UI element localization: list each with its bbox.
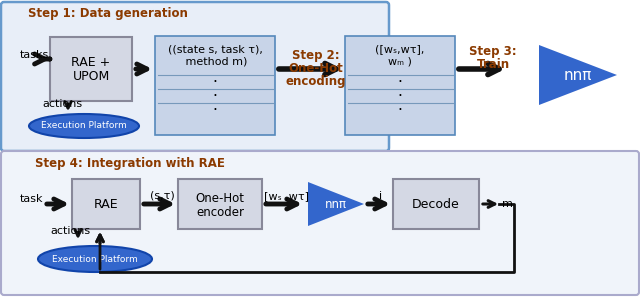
Text: .: . bbox=[397, 99, 403, 113]
FancyBboxPatch shape bbox=[345, 36, 455, 135]
Text: Step 2:: Step 2: bbox=[292, 48, 340, 61]
Polygon shape bbox=[308, 182, 364, 226]
Text: m: m bbox=[502, 199, 513, 209]
Text: ((state s, task τ),: ((state s, task τ), bbox=[168, 44, 262, 54]
Ellipse shape bbox=[38, 246, 152, 272]
Text: method m): method m) bbox=[182, 57, 248, 67]
Text: .: . bbox=[397, 85, 403, 99]
Text: One-Hot: One-Hot bbox=[289, 61, 344, 75]
Text: [wₛ ,wτ]: [wₛ ,wτ] bbox=[264, 191, 308, 201]
Text: RAE: RAE bbox=[93, 198, 118, 211]
Text: nnπ: nnπ bbox=[564, 67, 592, 83]
FancyBboxPatch shape bbox=[50, 37, 132, 101]
Text: .: . bbox=[212, 70, 218, 86]
FancyBboxPatch shape bbox=[1, 151, 639, 295]
FancyBboxPatch shape bbox=[72, 179, 140, 229]
Text: encoder: encoder bbox=[196, 206, 244, 219]
Text: actions: actions bbox=[42, 99, 82, 109]
FancyBboxPatch shape bbox=[178, 179, 262, 229]
Text: nnπ: nnπ bbox=[325, 198, 347, 211]
Ellipse shape bbox=[29, 114, 139, 138]
Text: One-Hot: One-Hot bbox=[195, 192, 244, 206]
Text: i: i bbox=[380, 191, 383, 201]
Text: encoding: encoding bbox=[285, 75, 346, 88]
Text: tasks: tasks bbox=[20, 50, 49, 60]
Text: Decode: Decode bbox=[412, 198, 460, 211]
Text: actions: actions bbox=[50, 226, 90, 236]
FancyBboxPatch shape bbox=[155, 36, 275, 135]
Text: (s,τ): (s,τ) bbox=[150, 191, 174, 201]
Text: RAE +: RAE + bbox=[72, 56, 111, 69]
Text: Step 4: Integration with RAE: Step 4: Integration with RAE bbox=[35, 157, 225, 170]
Text: .: . bbox=[212, 99, 218, 113]
Text: .: . bbox=[397, 70, 403, 86]
Text: .: . bbox=[212, 85, 218, 99]
Text: Step 1: Data generation: Step 1: Data generation bbox=[28, 7, 188, 20]
FancyBboxPatch shape bbox=[1, 2, 389, 151]
Text: Train: Train bbox=[476, 59, 509, 72]
Polygon shape bbox=[539, 45, 617, 105]
Text: Execution Platform: Execution Platform bbox=[52, 255, 138, 263]
FancyBboxPatch shape bbox=[393, 179, 479, 229]
Text: task: task bbox=[20, 194, 44, 204]
Text: UPOM: UPOM bbox=[72, 70, 109, 83]
Text: wₘ ): wₘ ) bbox=[388, 57, 412, 67]
Text: ([wₛ,wτ],: ([wₛ,wτ], bbox=[375, 44, 425, 54]
Text: Execution Platform: Execution Platform bbox=[41, 121, 127, 130]
Text: Step 3:: Step 3: bbox=[469, 45, 517, 59]
